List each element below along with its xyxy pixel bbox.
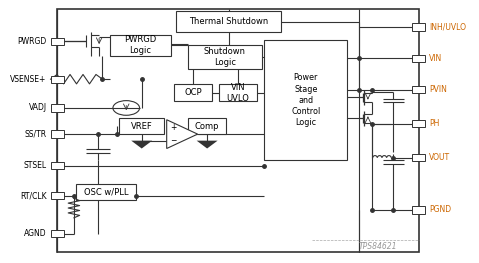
Bar — [51, 192, 64, 199]
Text: RT/CLK: RT/CLK — [20, 191, 47, 200]
Text: VADJ: VADJ — [29, 103, 47, 113]
Text: INH/UVLO: INH/UVLO — [429, 22, 466, 31]
Bar — [51, 162, 64, 169]
Bar — [188, 45, 262, 69]
Text: OSC w/PLL: OSC w/PLL — [84, 187, 128, 196]
Bar — [119, 118, 164, 134]
Bar — [188, 118, 226, 134]
Bar — [110, 35, 171, 56]
Text: Comp: Comp — [195, 122, 219, 131]
Text: PGND: PGND — [429, 205, 451, 215]
Bar — [264, 40, 347, 160]
Text: TPS84621: TPS84621 — [359, 242, 398, 251]
Bar — [412, 154, 425, 161]
Text: PWRGD
Logic: PWRGD Logic — [125, 35, 157, 55]
Text: Shutdown
Logic: Shutdown Logic — [204, 47, 246, 67]
Text: PWRGD: PWRGD — [18, 37, 47, 46]
Bar — [412, 86, 425, 93]
Polygon shape — [197, 141, 217, 149]
Text: VREF: VREF — [131, 122, 153, 131]
Text: Power
Stage
and
Control
Logic: Power Stage and Control Logic — [291, 73, 320, 127]
Text: PVIN: PVIN — [429, 85, 447, 94]
Text: VOUT: VOUT — [429, 153, 450, 162]
Bar — [57, 8, 419, 252]
Text: SS/TR: SS/TR — [24, 130, 47, 139]
Text: VSENSE+: VSENSE+ — [11, 75, 47, 84]
Text: PH: PH — [429, 119, 440, 128]
Text: VIN
UVLO: VIN UVLO — [227, 83, 250, 103]
Polygon shape — [167, 120, 198, 149]
Text: AGND: AGND — [24, 229, 47, 238]
Text: STSEL: STSEL — [23, 161, 47, 170]
Bar — [76, 184, 136, 200]
Text: +: + — [171, 123, 177, 132]
Bar — [176, 11, 281, 32]
Text: Thermal Shutdown: Thermal Shutdown — [189, 17, 268, 26]
Bar — [412, 206, 425, 214]
Bar — [412, 120, 425, 127]
Bar — [412, 23, 425, 31]
Bar — [51, 130, 64, 138]
Bar — [51, 104, 64, 112]
Bar — [219, 84, 257, 102]
Text: OCP: OCP — [184, 88, 202, 97]
Bar — [51, 230, 64, 237]
Bar — [412, 55, 425, 62]
Text: −: − — [171, 136, 177, 145]
Text: VIN: VIN — [429, 54, 443, 63]
Bar — [174, 84, 212, 102]
Polygon shape — [131, 141, 152, 149]
Bar — [51, 38, 64, 45]
Bar — [51, 75, 64, 83]
